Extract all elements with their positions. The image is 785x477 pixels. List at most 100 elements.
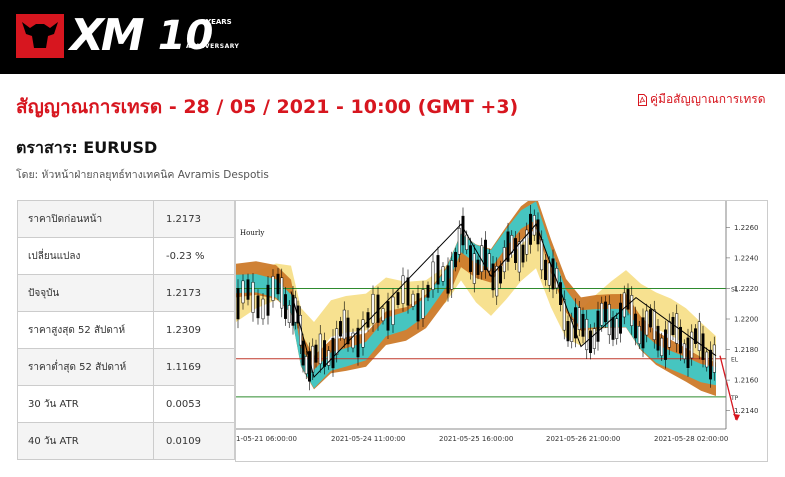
- candle-body: [284, 294, 287, 319]
- table-row: ราคาต่ำสุด 52 สัปดาห์ 1.1169: [17, 348, 235, 386]
- candle-body: [517, 241, 521, 273]
- candle-body: [570, 319, 574, 342]
- pdf-icon: [638, 93, 647, 106]
- candle-body: [450, 260, 454, 290]
- logo-text: XM: [70, 10, 145, 61]
- candle-body: [510, 235, 514, 253]
- candle-body: [327, 350, 331, 366]
- candle-body: [637, 325, 641, 345]
- price-chart: 1.2260 1.2240 1.2220 1.2200 1.2180 1.2160 1.21…: [235, 200, 768, 462]
- candle-body: [323, 340, 326, 367]
- candle-body: [652, 309, 656, 340]
- candle-body: [589, 330, 592, 353]
- candle-body: [596, 310, 600, 342]
- candle-body: [465, 234, 469, 250]
- candle-body: [705, 351, 709, 368]
- x-tick-label: 1-05-21 06:00:00: [236, 435, 297, 443]
- candle-body: [525, 229, 529, 255]
- candle-body: [626, 289, 630, 310]
- candle-body: [251, 281, 255, 313]
- stat-label: 30 วัน ATR: [17, 385, 154, 423]
- bull-icon: [16, 14, 64, 58]
- candle-body: [335, 328, 339, 355]
- x-tick-label: 2021-05-25 16:00:00: [439, 435, 513, 443]
- y-tick-label: 1.2220: [734, 285, 759, 293]
- candle-body: [472, 253, 476, 284]
- candle-body: [271, 276, 275, 301]
- stat-label: ปัจจุบัน: [17, 274, 154, 312]
- candle-body: [304, 356, 308, 375]
- stat-label: ราคาต่ำสุด 52 สัปดาห์: [17, 348, 154, 386]
- stat-value: 1.2173: [153, 200, 235, 238]
- candle-body: [499, 265, 502, 284]
- signal-arrow-head: [733, 413, 740, 421]
- x-tick-label: 2021-05-26 21:00:00: [546, 435, 620, 443]
- candle-body: [682, 343, 686, 360]
- candle-body: [441, 266, 445, 282]
- candle-body: [331, 337, 335, 369]
- candle-body: [585, 318, 589, 351]
- candle-body: [619, 302, 622, 334]
- y-tick-label: 1.2240: [734, 254, 759, 262]
- candle-body: [544, 259, 547, 281]
- candle-body: [342, 309, 346, 340]
- author-byline: โดย: หัวหน้าฝ่ายกลยุทธ์ทางเทคนิค Avramis…: [16, 169, 269, 181]
- candle-body: [371, 293, 375, 324]
- xm-logo[interactable]: XM 10: [16, 10, 213, 62]
- table-row: ราคาปิดก่อนหน้า 1.2173: [17, 200, 235, 238]
- candle-body: [396, 292, 400, 305]
- candle-body: [346, 317, 350, 345]
- candle-body: [406, 277, 410, 306]
- signal-guide-link[interactable]: คู่มือสัญญาณการเทรด: [637, 90, 766, 109]
- candle-body: [645, 310, 649, 336]
- stat-label: 40 วัน ATR: [17, 422, 154, 460]
- candle-body: [577, 307, 581, 330]
- candle-body: [457, 227, 461, 255]
- candle-body: [491, 263, 495, 291]
- candle-body: [694, 328, 697, 344]
- zigzag-line: [290, 223, 717, 379]
- signal-guide-label[interactable]: คู่มือสัญญาณการเทรด: [650, 92, 766, 106]
- candle-body: [547, 262, 551, 286]
- stat-value: 1.2173: [153, 274, 235, 312]
- candle-body: [261, 298, 265, 320]
- candle-body: [634, 313, 637, 339]
- candle-body: [416, 293, 420, 322]
- candle-body: [574, 307, 577, 339]
- candle-body: [446, 265, 450, 294]
- timeframe-label: Hourly: [240, 229, 265, 237]
- candle-body: [431, 261, 435, 290]
- candle-body: [351, 332, 355, 349]
- table-row: 40 วัน ATR 0.0109: [17, 422, 235, 460]
- stat-value: -0.23 %: [153, 237, 235, 275]
- anniversary-label: ANNIVERSARY: [186, 43, 240, 50]
- candle-body: [611, 317, 615, 340]
- candle-body: [301, 340, 305, 366]
- candle-body: [401, 275, 405, 304]
- candle-body: [679, 326, 682, 354]
- candle-body: [686, 337, 690, 368]
- candle-body: [421, 289, 425, 319]
- candle-body: [660, 337, 664, 356]
- candle-body: [690, 331, 694, 359]
- candle-body: [664, 329, 667, 360]
- chart-canvas: 1.2260 1.2240 1.2220 1.2200 1.2180 1.2160 1.21…: [236, 201, 759, 443]
- level-label-sl: SL: [731, 286, 739, 293]
- candle-body: [581, 313, 585, 337]
- candle-body: [461, 215, 465, 246]
- candle-body: [276, 273, 280, 295]
- signal-arrow-line: [719, 355, 737, 420]
- stat-value: 1.2309: [153, 311, 235, 349]
- level-label-el: EL: [731, 357, 739, 364]
- candle-body: [615, 318, 619, 339]
- stat-label: ราคาปิดก่อนหน้า: [17, 200, 154, 238]
- candle-body: [641, 317, 645, 349]
- candle-body: [280, 277, 284, 309]
- y-tick-label: 1.2260: [734, 224, 759, 232]
- candle-body: [361, 319, 365, 348]
- stat-value: 0.0053: [153, 385, 235, 423]
- candle-body: [436, 255, 440, 285]
- candle-body: [484, 239, 487, 271]
- candle-body: [246, 279, 250, 300]
- page-title: สัญญาณการเทรด - 28 / 05 / 2021 - 10:00 (…: [16, 96, 519, 118]
